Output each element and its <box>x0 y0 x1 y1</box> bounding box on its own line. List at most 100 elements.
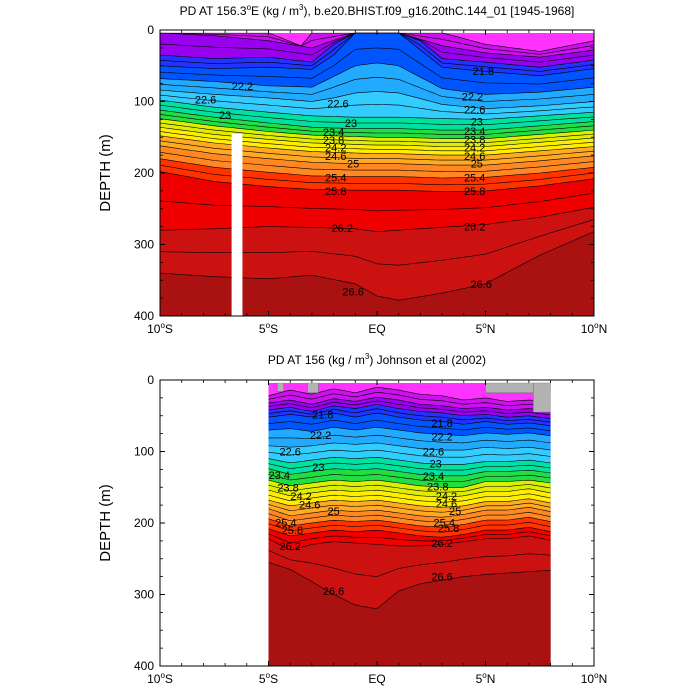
contour-line-23 <box>160 99 594 120</box>
x-tick-label: 5oN <box>476 671 496 686</box>
y-tick-label: 200 <box>134 516 154 530</box>
contour-label: 25.8 <box>282 525 303 537</box>
contour-label: 21.8 <box>431 418 452 430</box>
contour-line-minor <box>268 531 551 544</box>
contour-line-22.2 <box>160 62 594 95</box>
contour-line-25 <box>268 507 551 518</box>
y-tick-label: 0 <box>147 23 154 37</box>
y-axis-label: DEPTH (m) <box>97 484 114 562</box>
contour-line-22.6 <box>160 89 594 110</box>
contour-line-26.6 <box>268 562 551 609</box>
contour-line-minor <box>268 400 551 416</box>
contour-line-21.4 <box>268 404 551 419</box>
band-26.6 <box>268 562 551 666</box>
contour-line-22.6 <box>268 442 551 451</box>
contour-line-20.6 <box>268 386 551 402</box>
contour-line-25.8 <box>268 527 551 538</box>
contour-label: 26.2 <box>332 223 353 235</box>
contour-label: 22.6 <box>195 94 216 106</box>
y-tick-label: 300 <box>134 238 154 252</box>
contour-label: 23.4 <box>269 470 290 482</box>
contour-line-minor <box>268 449 551 458</box>
band-26.6 <box>160 231 594 316</box>
contour-label: 22.6 <box>327 99 348 111</box>
masked-region <box>231 133 243 316</box>
contour-line-21 <box>268 396 551 412</box>
masked-region <box>307 382 319 394</box>
contour-line-minor <box>268 550 551 577</box>
y-tick-label: 0 <box>147 373 154 387</box>
contour-label: 24.2 <box>325 142 346 154</box>
contour-label: 25.4 <box>325 172 346 184</box>
contour-label: 25.8 <box>325 186 346 198</box>
contour-line-minor <box>268 512 551 523</box>
contour-line-21.8 <box>268 412 551 427</box>
chart-title: PD AT 156 (kg / m3) Johnson et al (2002) <box>268 352 486 367</box>
contour-line-minor <box>160 76 594 102</box>
y-tick-label: 100 <box>134 95 154 109</box>
contour-line-minor <box>268 474 551 482</box>
contour-label: 24.2 <box>290 491 311 503</box>
contour-line-23.8 <box>160 118 594 139</box>
contour-label: 22.2 <box>431 431 452 443</box>
contour-label: 23 <box>219 110 231 122</box>
contour-line-minor <box>268 484 551 493</box>
contour-label: 26.6 <box>470 279 491 291</box>
contour-line-minor <box>160 47 594 85</box>
contour-label: 23.4 <box>464 126 485 138</box>
contour-line-minor <box>160 104 594 125</box>
contour-label: 22.6 <box>279 447 300 459</box>
contour-line-minor <box>160 122 594 143</box>
contour-label: 22.2 <box>310 430 331 442</box>
contour-label: 21.8 <box>312 409 333 421</box>
contour-line-minor <box>268 391 551 407</box>
contour-line-minor <box>268 502 551 513</box>
contour-line-minor <box>160 94 594 115</box>
contour-line-23.4 <box>268 468 551 477</box>
contour-label: 21.8 <box>473 66 494 78</box>
masked-region <box>276 382 284 392</box>
x-tick-label: 5oS <box>259 321 278 336</box>
contour-label: 26.6 <box>431 572 452 584</box>
contour-line-minor <box>268 462 551 471</box>
y-axis-label: DEPTH (m) <box>97 134 114 212</box>
contour-label: 25 <box>347 159 359 171</box>
y-tick-label: 300 <box>134 588 154 602</box>
x-tick-label: 5oS <box>259 671 278 686</box>
contour-label: 23.4 <box>323 127 344 139</box>
contour-line-22.2 <box>268 426 551 437</box>
contour-label: 24.6 <box>436 499 457 511</box>
contour-label: 22.6 <box>423 447 444 459</box>
contour-label: 25.8 <box>438 523 459 535</box>
contour-label: 26.2 <box>279 541 300 553</box>
contour-fills <box>268 382 551 666</box>
contour-label: 23.8 <box>464 134 485 146</box>
contour-fills <box>160 32 594 317</box>
contour-line-minor <box>268 419 551 432</box>
contour-label: 23.4 <box>423 471 444 483</box>
contour-label: 26.2 <box>431 538 452 550</box>
x-tick-label: EQ <box>368 672 385 686</box>
contour-line-23.4 <box>160 109 594 131</box>
contour-label: 24.2 <box>436 491 457 503</box>
contour-label: 25 <box>327 506 339 518</box>
y-tick-label: 400 <box>134 659 154 673</box>
contour-line-minor <box>160 114 594 135</box>
contour-label: 26.6 <box>323 586 344 598</box>
x-tick-label: 10oS <box>147 671 173 686</box>
contour-label: 23 <box>471 117 483 129</box>
contour-line-23.8 <box>268 479 551 488</box>
chart-title: PD AT 156.3oE (kg / m3), b.e20.BHIST.f09… <box>180 3 575 18</box>
contour-label: 25.4 <box>434 517 455 529</box>
x-tick-label: 10oN <box>581 671 607 686</box>
x-tick-label: 10oS <box>147 321 173 336</box>
contour-line-minor <box>268 522 551 533</box>
contour-label: 24.2 <box>464 142 485 154</box>
contour-line-24.6 <box>268 498 551 508</box>
contour-label: 25.8 <box>464 186 485 198</box>
contour-line-minor <box>268 434 551 444</box>
contour-label: 22.2 <box>462 91 483 103</box>
contour-label: 25.4 <box>464 172 485 184</box>
